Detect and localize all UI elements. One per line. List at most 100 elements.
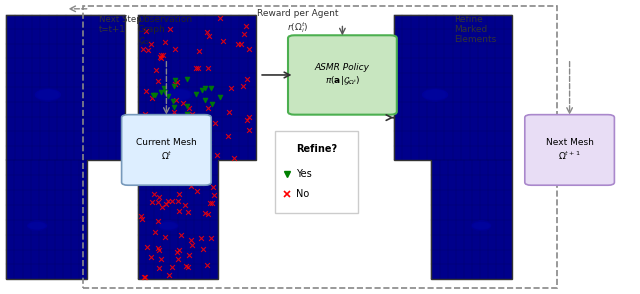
Point — [154, 266, 164, 270]
Point — [244, 128, 255, 133]
Point — [145, 42, 156, 46]
Point — [155, 55, 165, 59]
Point — [153, 116, 163, 121]
Point — [182, 210, 193, 214]
Text: Observation
Graph
$\mathcal{G}_{\Omega^t}$: Observation Graph $\mathcal{G}_{\Omega^t… — [138, 15, 193, 47]
Circle shape — [163, 223, 173, 228]
Point — [144, 173, 154, 178]
Point — [138, 46, 148, 51]
Point — [202, 30, 212, 35]
FancyBboxPatch shape — [122, 115, 211, 185]
Circle shape — [429, 92, 442, 98]
Point — [208, 185, 218, 190]
Circle shape — [46, 94, 49, 96]
Point — [170, 46, 180, 51]
Point — [146, 255, 156, 260]
Point — [212, 153, 223, 158]
Text: Next Step
t=t+1: Next Step t=t+1 — [99, 15, 142, 34]
Point — [173, 257, 183, 261]
Circle shape — [422, 89, 447, 101]
Circle shape — [164, 224, 172, 227]
Circle shape — [480, 225, 483, 226]
Text: Next Mesh
$\Omega^{t+1}$: Next Mesh $\Omega^{t+1}$ — [546, 138, 593, 162]
Point — [151, 68, 161, 72]
Point — [150, 92, 160, 97]
FancyBboxPatch shape — [394, 15, 512, 160]
Point — [156, 52, 166, 57]
Point — [158, 171, 168, 176]
Circle shape — [478, 224, 485, 227]
Point — [198, 247, 208, 252]
Circle shape — [26, 221, 47, 230]
Circle shape — [427, 91, 443, 98]
Point — [204, 33, 214, 38]
Circle shape — [166, 225, 171, 227]
Point — [194, 49, 204, 54]
Point — [159, 235, 170, 240]
Point — [168, 98, 178, 103]
Circle shape — [173, 92, 186, 98]
Point — [161, 202, 171, 207]
Point — [154, 200, 164, 205]
Point — [156, 56, 166, 60]
Point — [137, 217, 147, 222]
Circle shape — [430, 93, 440, 97]
Point — [205, 201, 215, 205]
Point — [205, 85, 216, 90]
Circle shape — [35, 225, 40, 227]
Circle shape — [477, 223, 486, 228]
Point — [203, 146, 213, 151]
Circle shape — [479, 225, 484, 227]
Circle shape — [168, 90, 190, 100]
Point — [181, 264, 191, 268]
Circle shape — [166, 89, 191, 101]
Point — [139, 172, 149, 177]
Point — [158, 52, 168, 57]
Point — [191, 66, 202, 70]
Circle shape — [159, 221, 178, 230]
Point — [174, 191, 184, 196]
Text: Reward per Agent
$r(\Omega_i^t)$: Reward per Agent $r(\Omega_i^t)$ — [257, 9, 339, 35]
Point — [192, 189, 202, 193]
Circle shape — [160, 222, 177, 230]
Point — [223, 133, 233, 138]
Point — [141, 29, 151, 34]
Point — [140, 275, 150, 280]
Point — [142, 136, 152, 141]
Point — [156, 146, 166, 150]
FancyBboxPatch shape — [6, 160, 87, 279]
Point — [147, 200, 157, 204]
Circle shape — [471, 221, 492, 230]
Circle shape — [45, 93, 51, 96]
Point — [136, 214, 147, 219]
Point — [154, 195, 164, 200]
Circle shape — [174, 93, 184, 97]
Point — [184, 253, 194, 258]
Point — [143, 48, 153, 53]
Point — [170, 82, 180, 86]
Text: Current Mesh
$\Omega^t$: Current Mesh $\Omega^t$ — [136, 138, 196, 162]
Point — [196, 88, 207, 93]
Point — [218, 38, 228, 43]
Point — [237, 84, 248, 88]
Point — [182, 103, 193, 108]
Point — [239, 32, 249, 37]
Circle shape — [31, 223, 43, 228]
Circle shape — [32, 223, 42, 228]
Point — [244, 46, 254, 51]
Point — [205, 236, 216, 241]
Point — [200, 211, 210, 216]
Point — [196, 181, 207, 185]
Point — [200, 98, 210, 103]
Point — [210, 121, 220, 126]
Circle shape — [476, 223, 487, 228]
Point — [159, 168, 170, 173]
Circle shape — [42, 92, 54, 98]
Point — [171, 98, 181, 103]
Point — [166, 265, 177, 269]
Point — [160, 90, 170, 94]
Point — [159, 163, 170, 167]
Point — [197, 124, 207, 128]
Text: Yes: Yes — [296, 168, 312, 178]
Point — [173, 247, 184, 252]
